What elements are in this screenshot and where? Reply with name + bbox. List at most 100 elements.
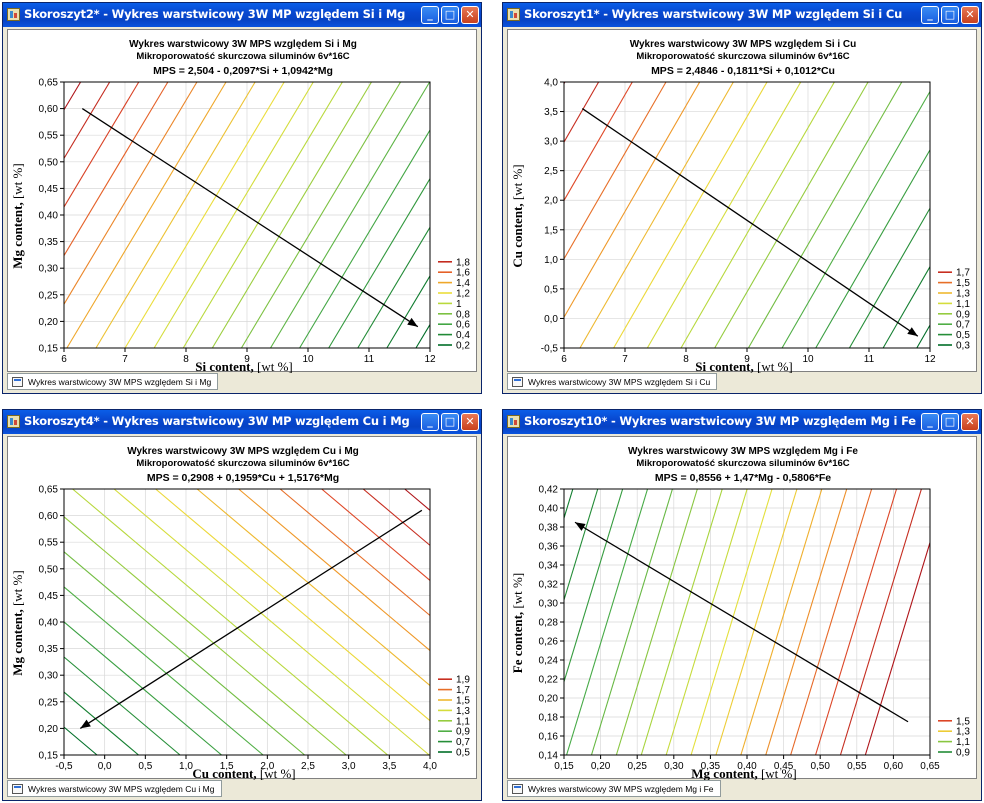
close-button[interactable]: ✕: [461, 413, 479, 431]
legend-label: 0,7: [956, 320, 970, 331]
chart-title: Wykres warstwicowy 3W MPS względem Si i …: [129, 39, 357, 50]
spreadsheet-app-icon[interactable]: [7, 8, 20, 21]
contour-line: [63, 656, 181, 756]
chart-panel: Wykres warstwicowy 3W MPS względem Mg i …: [507, 436, 977, 780]
sheet-tab-label: Wykres warstwicowy 3W MPS względem Mg i …: [528, 784, 714, 794]
x-tick-label: 0,35: [701, 761, 721, 772]
y-tick-label: 0,34: [539, 561, 559, 572]
chart-title: Wykres warstwicowy 3W MPS względem Si i …: [630, 39, 857, 50]
contour-line: [66, 81, 227, 349]
title-bar[interactable]: Skoroszyt4* - Wykres warstwicowy 3W MP w…: [3, 410, 481, 434]
x-tick-label: 9: [744, 354, 750, 365]
maximize-button[interactable]: □: [441, 6, 459, 24]
legend-label: 1,1: [456, 716, 470, 727]
contour-line: [563, 81, 667, 260]
legend-label: 1,5: [456, 696, 470, 707]
spreadsheet-app-icon[interactable]: [7, 415, 20, 428]
contour-line: [328, 178, 431, 349]
trend-arrow-head: [907, 327, 918, 337]
spreadsheet-app-icon[interactable]: [507, 8, 520, 21]
contour-line: [665, 488, 748, 756]
contour-line: [864, 542, 931, 756]
contour-line: [362, 488, 431, 546]
chart-title: Wykres warstwicowy 3W MPS względem Cu i …: [127, 446, 359, 457]
sheet-tab[interactable]: Wykres warstwicowy 3W MPS względem Cu i …: [7, 780, 222, 797]
minimize-button[interactable]: _: [921, 413, 939, 431]
window-title: Skoroszyt4* - Wykres warstwicowy 3W MP w…: [24, 414, 410, 428]
close-button[interactable]: ✕: [461, 6, 479, 24]
y-tick-label: 0,30: [39, 264, 59, 275]
legend-label: 1,8: [456, 257, 470, 268]
legend-label: 1,3: [956, 289, 970, 300]
legend-label: 0,5: [956, 330, 970, 341]
y-tick-label: 0,55: [39, 538, 59, 549]
minimize-button[interactable]: _: [421, 413, 439, 431]
sheet-tab-label: Wykres warstwicowy 3W MPS względem Si i …: [28, 377, 212, 387]
legend-label: 1,3: [456, 706, 470, 717]
contour-line: [63, 81, 140, 208]
y-tick-label: 0,60: [39, 104, 59, 115]
contour-line: [563, 81, 701, 318]
x-tick-label: 7: [622, 354, 628, 365]
legend-label: 1,7: [956, 268, 970, 279]
y-tick-label: 0,25: [39, 290, 59, 301]
contour-line: [563, 488, 624, 682]
contour-line: [640, 488, 723, 756]
x-tick-label: 6: [561, 354, 567, 365]
y-tick-label: 1,0: [544, 255, 558, 266]
legend-label: 0,7: [456, 737, 470, 748]
sheet-tab[interactable]: Wykres warstwicowy 3W MPS względem Si i …: [7, 373, 219, 390]
trend-arrow-line: [81, 108, 419, 328]
contour-line: [63, 81, 82, 111]
x-tick-label: 10: [302, 354, 314, 365]
window-title: Skoroszyt1* - Wykres warstwicowy 3W MP w…: [524, 7, 903, 21]
y-tick-label: 0,42: [539, 485, 559, 496]
x-tick-label: 0,0: [98, 761, 112, 772]
sheet-tab[interactable]: Wykres warstwicowy 3W MPS względem Si i …: [507, 373, 718, 390]
legend-label: 0,9: [956, 748, 970, 759]
legend-label: 0,9: [956, 309, 970, 320]
contour-line: [211, 81, 372, 349]
chart-equation: MPS = 2,504 - 0,2097*Si + 1,0942*Mg: [153, 65, 333, 77]
legend-label: 0,8: [456, 309, 470, 320]
contour-line: [72, 488, 388, 756]
x-tick-label: 2,5: [301, 761, 315, 772]
contour-line: [765, 488, 848, 756]
contour-line: [747, 81, 903, 349]
y-tick-label: 2,5: [544, 166, 558, 177]
chart-equation: MPS = 0,2908 + 0,1959*Cu + 1,5176*Mg: [147, 472, 339, 484]
y-tick-label: 0,24: [539, 656, 559, 667]
close-button[interactable]: ✕: [961, 6, 979, 24]
chart-tab-icon: [12, 784, 23, 794]
maximize-button[interactable]: □: [941, 6, 959, 24]
title-bar[interactable]: Skoroszyt10* - Wykres warstwicowy 3W MP …: [503, 410, 981, 434]
trend-arrow-head: [80, 719, 91, 729]
maximize-button[interactable]: □: [941, 413, 959, 431]
sheet-tab[interactable]: Wykres warstwicowy 3W MPS względem Mg i …: [507, 780, 721, 797]
legend-label: 0,5: [456, 748, 470, 759]
contour-line: [839, 488, 922, 756]
contour-line: [563, 488, 599, 601]
contour-line: [63, 726, 98, 756]
close-button[interactable]: ✕: [961, 413, 979, 431]
contour-line: [563, 81, 633, 201]
x-tick-label: 1,0: [179, 761, 193, 772]
x-axis-label: Mg content, [wt %]: [691, 766, 796, 780]
contour-line: [124, 81, 285, 349]
plot-area: 6 7 8 9 10 11 12 -0,5 0,0 0,5 1,0 1,5 2,0 2,5 3,0 3,5 4,…: [541, 78, 971, 366]
x-tick-label: 3,5: [382, 761, 396, 772]
legend-label: 1: [456, 299, 462, 310]
y-tick-label: 0,35: [39, 644, 59, 655]
contour-line: [790, 488, 873, 756]
maximize-button[interactable]: □: [441, 413, 459, 431]
spreadsheet-app-icon[interactable]: [507, 415, 520, 428]
title-bar[interactable]: Skoroszyt1* - Wykres warstwicowy 3W MP w…: [503, 3, 981, 27]
minimize-button[interactable]: _: [921, 6, 939, 24]
contour-line: [113, 488, 430, 756]
y-tick-label: 3,0: [544, 137, 558, 148]
title-bar[interactable]: Skoroszyt2* - Wykres warstwicowy 3W MP w…: [3, 3, 481, 27]
y-tick-label: 0,32: [539, 580, 559, 591]
x-axis-label: Cu content, [wt %]: [192, 766, 295, 780]
minimize-button[interactable]: _: [421, 6, 439, 24]
x-tick-label: 0,45: [774, 761, 794, 772]
